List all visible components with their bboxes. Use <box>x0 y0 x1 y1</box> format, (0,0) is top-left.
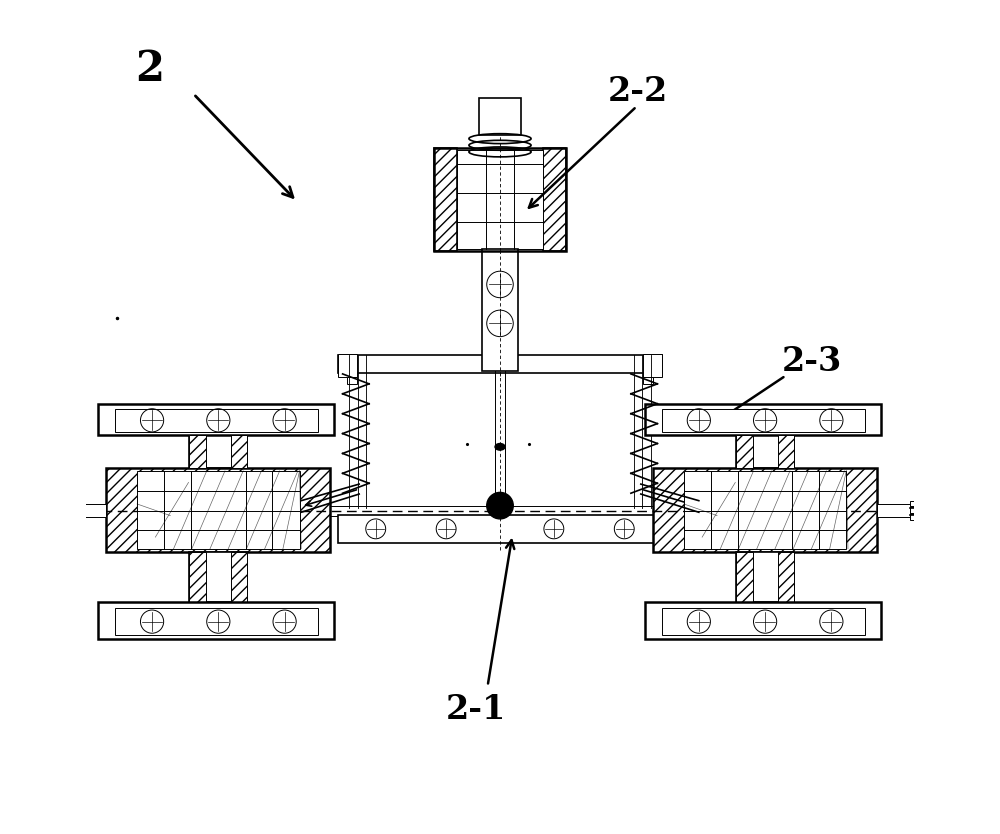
Bar <box>736 552 794 602</box>
Bar <box>482 249 518 371</box>
Bar <box>645 602 881 639</box>
Bar <box>98 602 334 639</box>
Bar <box>684 471 846 549</box>
Bar <box>48 500 73 506</box>
Bar <box>231 552 247 602</box>
Bar <box>48 507 73 513</box>
Bar <box>736 435 794 469</box>
Circle shape <box>487 492 513 519</box>
Bar <box>662 409 865 432</box>
Text: 2: 2 <box>135 48 164 90</box>
Bar <box>48 514 73 520</box>
Bar <box>500 505 699 515</box>
Bar <box>338 515 662 543</box>
Bar <box>231 435 247 469</box>
Bar <box>543 148 566 251</box>
Bar <box>301 505 500 515</box>
Bar <box>910 500 935 506</box>
Text: 2-1: 2-1 <box>446 693 507 726</box>
Bar <box>910 507 935 513</box>
Bar <box>877 504 910 517</box>
Bar <box>338 354 662 373</box>
Bar <box>643 354 662 377</box>
Ellipse shape <box>495 444 505 450</box>
Bar <box>434 148 566 251</box>
Bar <box>98 404 334 435</box>
Text: 2-2: 2-2 <box>608 74 668 108</box>
Bar <box>457 150 543 249</box>
Bar <box>73 504 106 517</box>
Bar <box>189 435 247 469</box>
Bar <box>115 409 318 432</box>
Bar <box>645 404 881 435</box>
Bar <box>338 354 357 377</box>
Bar <box>736 552 753 602</box>
Bar <box>662 608 865 635</box>
Bar <box>347 377 357 384</box>
Bar <box>643 377 653 384</box>
Bar <box>778 435 794 469</box>
Bar <box>189 435 206 469</box>
Text: 2-3: 2-3 <box>782 345 842 379</box>
Bar <box>479 98 521 135</box>
Bar <box>137 471 300 549</box>
Bar <box>736 435 753 469</box>
Bar <box>115 608 318 635</box>
Bar <box>106 468 330 552</box>
Bar <box>434 148 457 251</box>
Bar <box>189 552 206 602</box>
Bar <box>653 468 877 552</box>
Bar <box>189 552 247 602</box>
Bar <box>910 514 935 520</box>
Bar <box>778 552 794 602</box>
